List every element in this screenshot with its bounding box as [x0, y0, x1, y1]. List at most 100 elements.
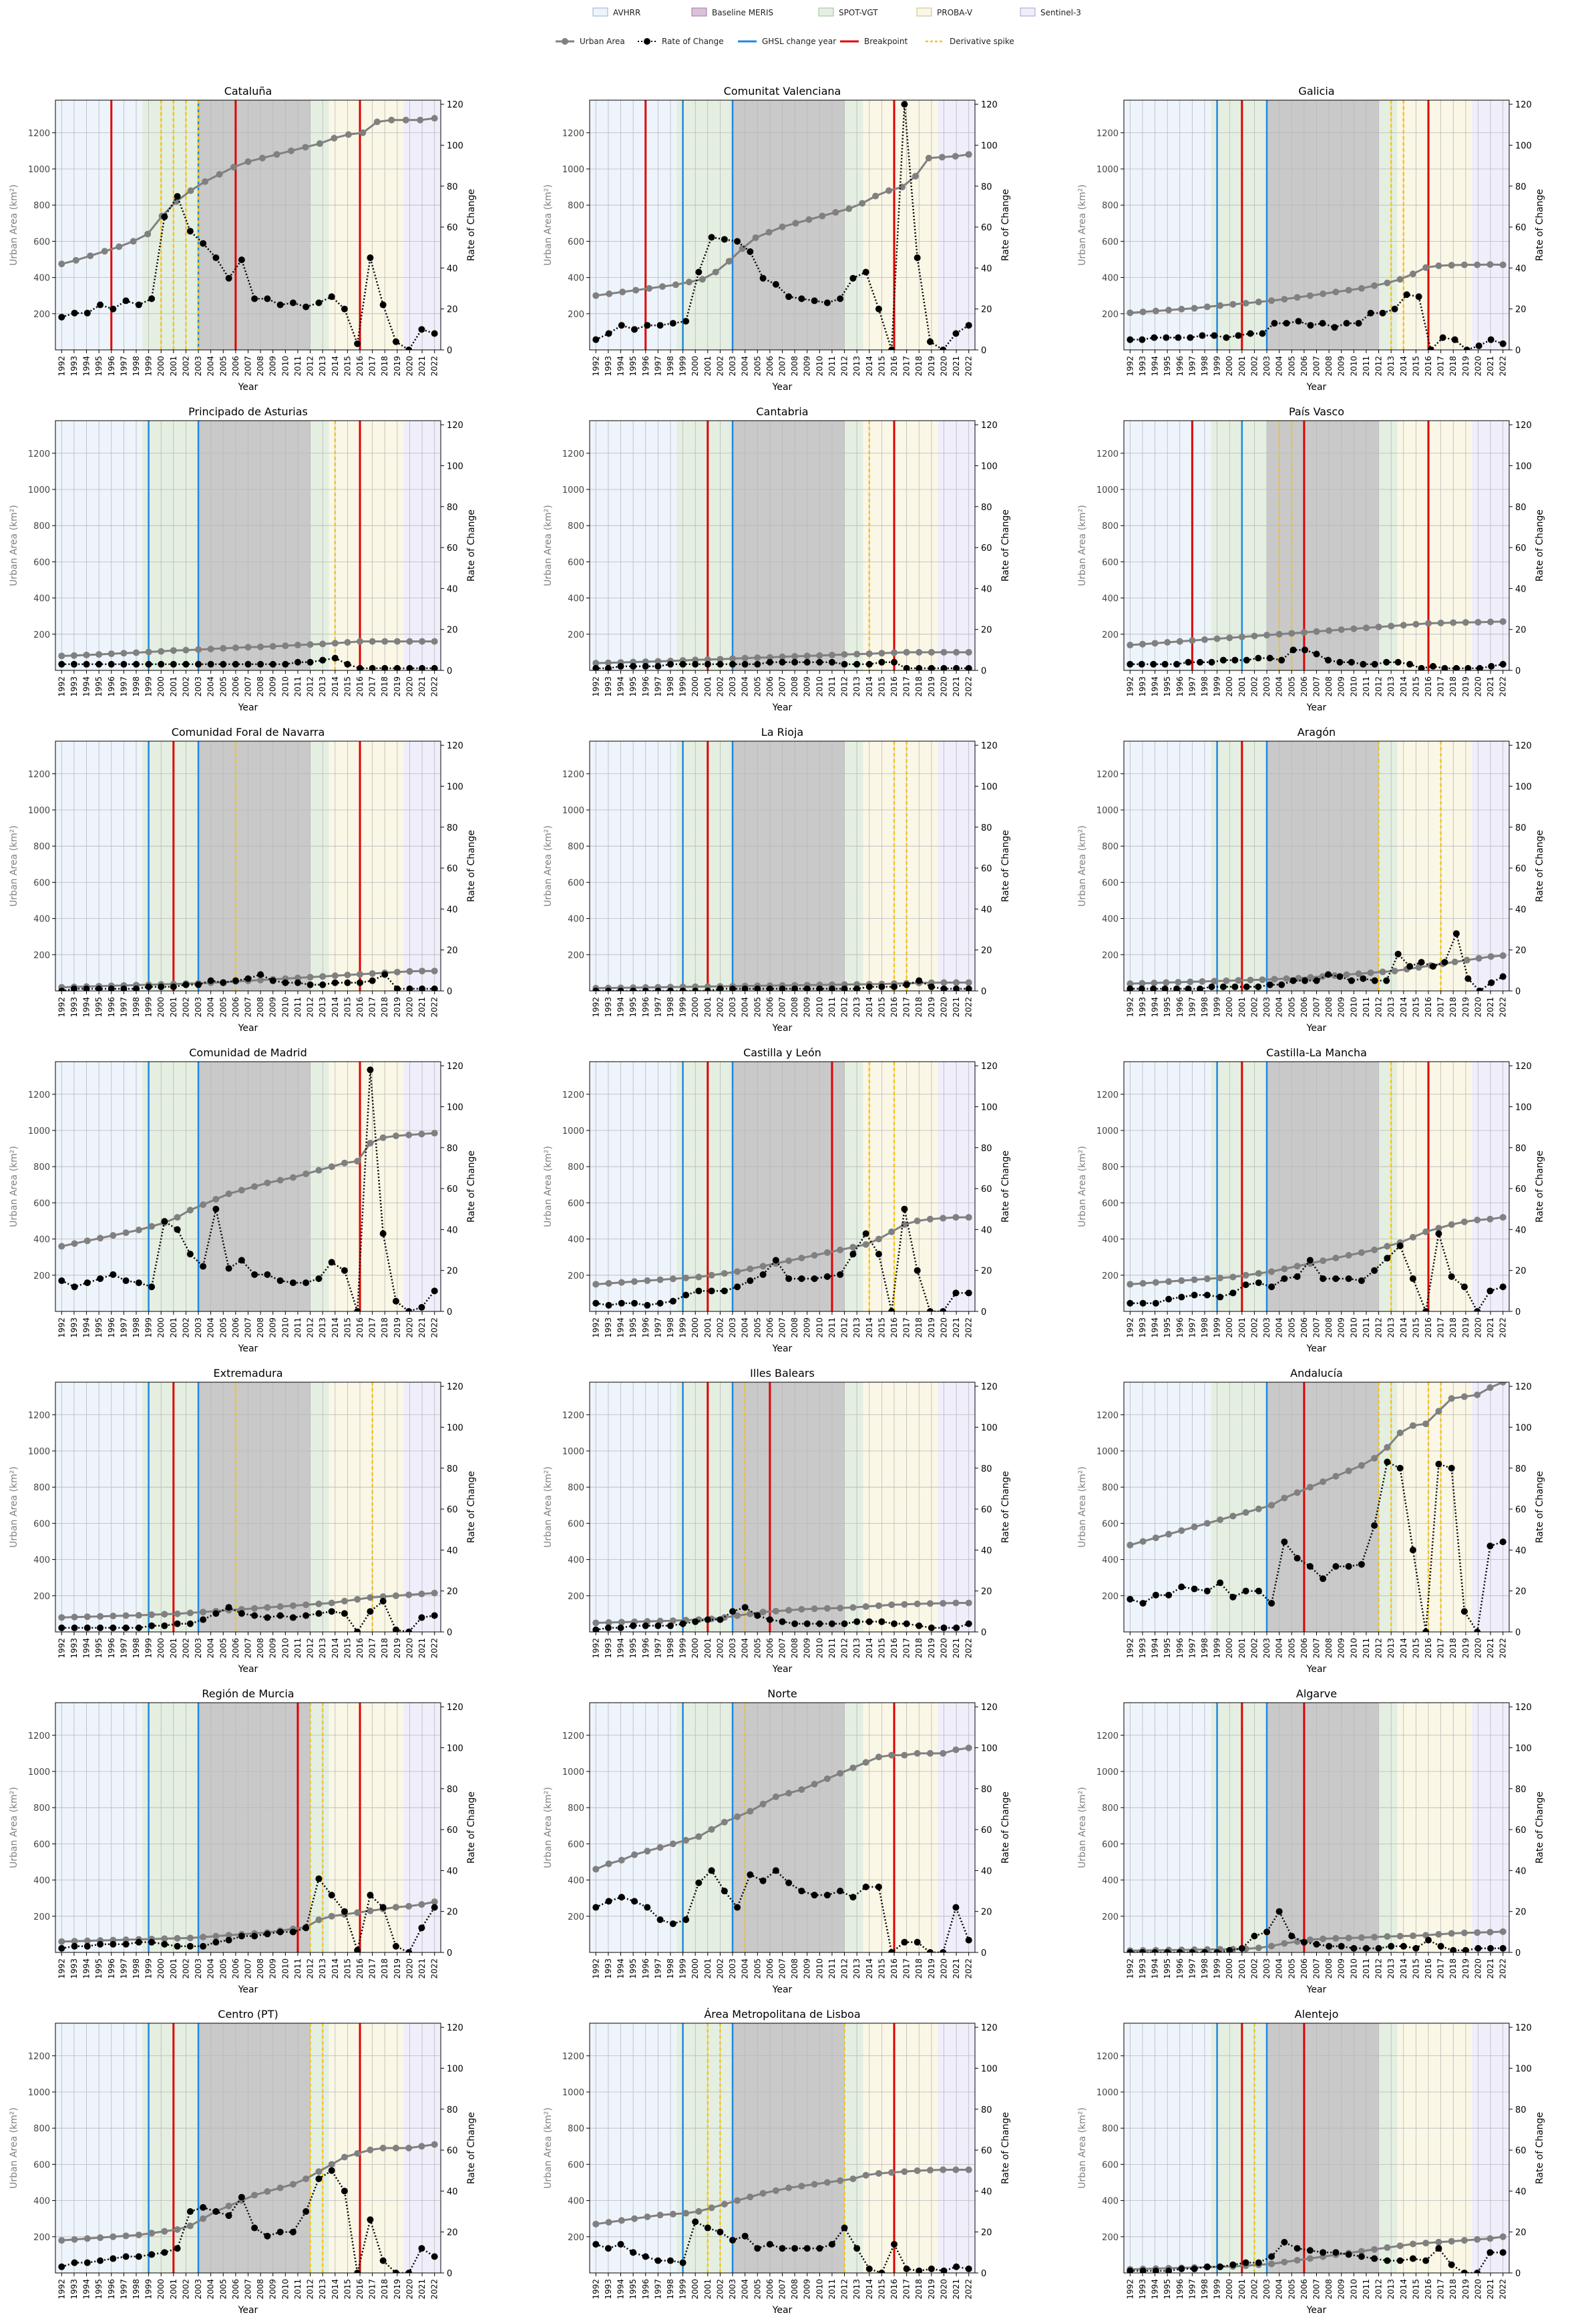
- x-tick-label: 2011: [827, 1317, 837, 1338]
- rate-point: [122, 297, 130, 304]
- urban-point: [195, 646, 202, 653]
- spot-vgt-band: [142, 421, 199, 670]
- x-tick-label: 2005: [1287, 2279, 1296, 2300]
- urban-point: [341, 1597, 348, 1605]
- x-tick-label: 2008: [256, 997, 265, 1018]
- x-tick-label: 1993: [604, 676, 613, 697]
- left-tick-label: 800: [568, 1483, 584, 1493]
- spot-vgt-band: [1378, 2023, 1398, 2273]
- urban-point: [672, 281, 679, 288]
- rate-point: [644, 322, 651, 329]
- x-tick-label: 2021: [417, 997, 427, 1018]
- x-tick-label: 2019: [393, 676, 402, 697]
- rate-point: [729, 2236, 737, 2244]
- urban-point: [785, 2184, 793, 2191]
- urban-point: [1379, 968, 1386, 976]
- urban-point: [303, 1601, 310, 1609]
- rate-point: [679, 660, 686, 668]
- y-axis-label-left: Urban Area (km²): [543, 505, 554, 586]
- x-tick-label: 2017: [368, 1317, 377, 1338]
- x-tick-label: 2004: [1275, 997, 1284, 1018]
- rate-point: [1293, 1273, 1301, 1280]
- left-tick-label: 1000: [1096, 1126, 1119, 1136]
- urban-point: [914, 1217, 921, 1225]
- left-tick-label: 600: [1102, 1199, 1119, 1209]
- urban-point: [1332, 1255, 1340, 1262]
- urban-point: [1409, 1233, 1416, 1241]
- left-tick-label: 1000: [562, 485, 584, 495]
- urban-point: [367, 1594, 374, 1601]
- x-tick-label: 2021: [417, 356, 427, 377]
- rate-point: [122, 2253, 130, 2260]
- x-tick-label: 2015: [343, 997, 352, 1018]
- x-tick-label: 2009: [1337, 2279, 1346, 2300]
- urban-point: [1191, 1523, 1198, 1530]
- x-tick-label: 2011: [1362, 2279, 1371, 2300]
- x-tick-label: 2013: [852, 1638, 861, 1659]
- left-tick-label: 800: [33, 521, 50, 532]
- panel-title: Norte: [767, 1687, 797, 1700]
- x-tick-label: 2010: [1349, 2279, 1358, 2300]
- rate-point: [741, 985, 749, 991]
- urban-point: [71, 1613, 78, 1621]
- proba-v-band: [1397, 741, 1472, 991]
- rate-point: [704, 2224, 711, 2232]
- x-tick-label: 2000: [156, 356, 166, 377]
- rate-point: [592, 664, 600, 670]
- rate-point: [1243, 983, 1250, 990]
- x-tick-label: 2003: [728, 1317, 737, 1338]
- urban-point: [811, 1605, 818, 1613]
- rate-point: [1127, 1299, 1134, 1307]
- urban-point: [392, 1132, 399, 1140]
- x-tick-label: 2021: [952, 1958, 961, 1979]
- rate-point: [704, 660, 711, 668]
- rate-point: [1266, 981, 1273, 988]
- rate-point: [965, 664, 972, 670]
- x-tick-label: 2006: [1300, 676, 1309, 697]
- rate-point: [631, 1898, 638, 1905]
- x-tick-label: 1999: [1213, 997, 1222, 1018]
- x-tick-label: 2011: [293, 1317, 303, 1338]
- rate-point: [1388, 1942, 1395, 1950]
- rate-point: [1422, 1629, 1430, 1632]
- rate-point: [592, 1904, 600, 1911]
- x-tick-label: 2021: [1486, 2279, 1495, 2300]
- x-tick-label: 2008: [790, 1958, 799, 1979]
- urban-point: [238, 1187, 245, 1194]
- urban-point: [58, 1614, 65, 1621]
- rate-point: [717, 660, 724, 668]
- y-axis-label-left: Urban Area (km²): [1077, 2107, 1088, 2189]
- urban-point: [885, 187, 893, 194]
- urban-point: [708, 2204, 715, 2211]
- x-tick-label: 1997: [1187, 1958, 1197, 1979]
- urban-point: [1450, 619, 1457, 626]
- x-tick-label: 2000: [1225, 1958, 1234, 1979]
- rate-point: [1295, 318, 1302, 325]
- urban-point: [58, 2237, 65, 2244]
- urban-point: [1332, 1934, 1340, 1942]
- rate-point: [654, 1622, 662, 1629]
- rate-point: [186, 1251, 194, 1258]
- x-tick-label: 1993: [1138, 1638, 1147, 1659]
- x-tick-label: 2017: [902, 1958, 912, 1979]
- right-tick-label: 60: [1515, 1185, 1527, 1195]
- x-tick-label: 1992: [591, 1638, 600, 1659]
- urban-point: [200, 1201, 207, 1209]
- urban-point: [431, 968, 438, 975]
- rate-point: [952, 330, 960, 337]
- urban-point: [1165, 1278, 1173, 1285]
- x-tick-label: 2009: [803, 2279, 812, 2300]
- panel-andalucia: Andalucía2004006008001000120002040608010…: [1077, 1367, 1545, 1675]
- proba-v-band: [329, 1382, 404, 1632]
- urban-point: [695, 1833, 703, 1840]
- x-tick-label: 2014: [1399, 1638, 1408, 1659]
- plot-area: [590, 1382, 975, 1632]
- x-tick-label: 2017: [1436, 676, 1446, 697]
- rate-point: [1360, 660, 1367, 668]
- left-tick-label: 600: [568, 237, 584, 247]
- urban-point: [717, 656, 724, 663]
- right-tick-label: 20: [981, 1587, 992, 1597]
- x-tick-label: 1999: [1213, 2279, 1222, 2300]
- rate-point: [200, 1616, 207, 1623]
- right-tick-label: 20: [447, 946, 458, 956]
